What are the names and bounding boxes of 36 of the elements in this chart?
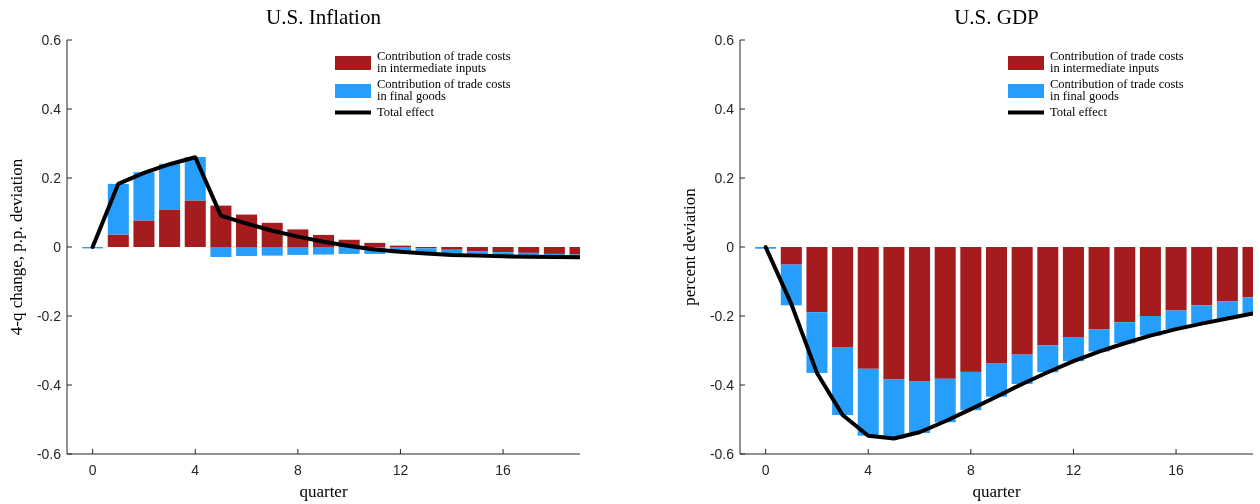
legend-label: Contribution of trade costs in final goods <box>377 77 511 103</box>
y-tick-label: 0.6 <box>714 32 735 48</box>
y-tick-label: 0.2 <box>714 170 735 186</box>
y-tick-label: 0 <box>726 239 735 255</box>
legend-label: Contribution of trade costs in intermediate inputs <box>1050 49 1184 75</box>
y-tick-label: 0.4 <box>41 101 62 117</box>
y-tick-label: 0.4 <box>714 101 735 117</box>
x-tick-label: 12 <box>1065 462 1082 478</box>
legend-label: Contribution of trade costs in final goods <box>1050 77 1184 103</box>
x-tick-label: 4 <box>191 462 200 478</box>
x-axis-title: quarter <box>972 482 1021 501</box>
x-tick-label: 16 <box>1168 462 1185 478</box>
y-tick-label: -0.4 <box>709 377 735 393</box>
y-tick-label: -0.6 <box>36 446 62 462</box>
y-tick-label: 0.2 <box>41 170 62 186</box>
x-tick-label: 4 <box>864 462 873 478</box>
legend-label: Total effect <box>377 105 435 119</box>
y-tick-label: 0.6 <box>41 32 62 48</box>
x-tick-label: 8 <box>966 462 975 478</box>
x-tick-label: 12 <box>392 462 409 478</box>
x-tick-label: 16 <box>495 462 512 478</box>
y-axis-title: percent deviation <box>680 187 699 306</box>
y-tick-label: -0.2 <box>709 308 735 324</box>
y-tick-label: -0.6 <box>709 446 735 462</box>
legend-label: Total effect <box>1050 105 1108 119</box>
chart-title: U.S. GDP <box>954 5 1039 29</box>
y-axis-title: 4-q change, p.p. deviation <box>7 158 26 336</box>
x-tick-label: 8 <box>293 462 302 478</box>
y-tick-label: -0.4 <box>36 377 62 393</box>
legend-label: Contribution of trade costs in intermediate inputs <box>377 49 511 75</box>
chart-title: U.S. Inflation <box>266 5 382 29</box>
x-tick-label: 0 <box>88 462 97 478</box>
y-tick-label: 0 <box>53 239 62 255</box>
x-axis-title: quarter <box>299 482 348 501</box>
x-tick-label: 0 <box>761 462 770 478</box>
y-tick-label: -0.2 <box>36 308 62 324</box>
